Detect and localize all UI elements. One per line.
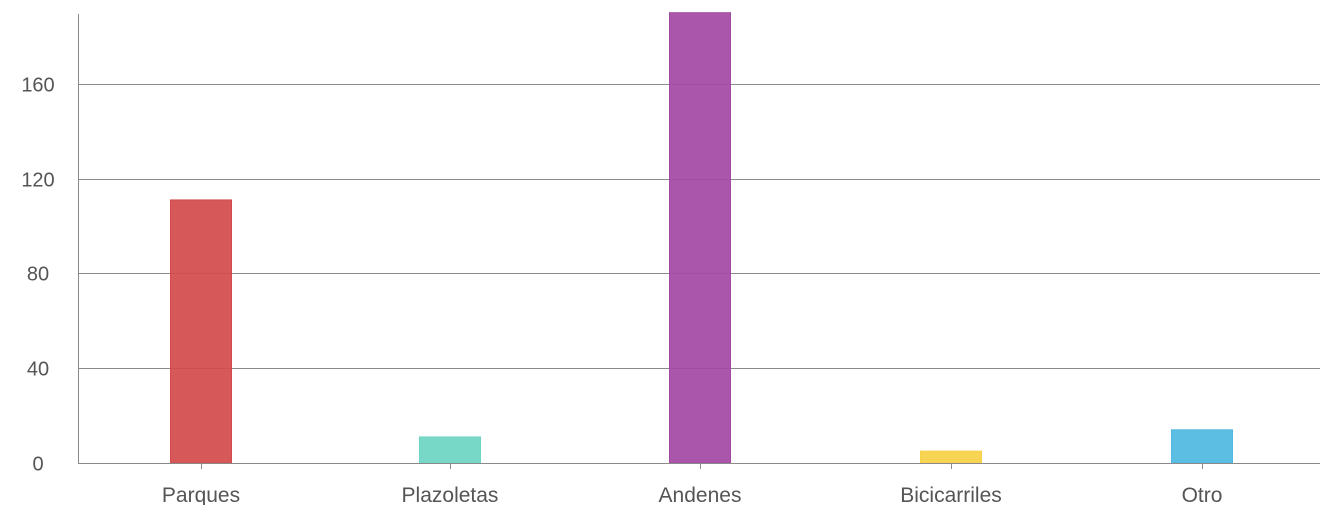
x-tick-label: Bicicarriles	[900, 484, 1002, 505]
bar-otro	[1171, 429, 1233, 464]
x-tick-label: Plazoletas	[402, 484, 499, 505]
bar-plazoletas	[419, 436, 481, 464]
y-tick-label: 80	[27, 264, 49, 286]
bar-andenes	[669, 12, 731, 464]
y-tick-label: 160	[21, 75, 54, 97]
bar-bicicarriles	[920, 450, 982, 464]
x-tick-label: Andenes	[659, 484, 742, 505]
axes	[78, 14, 1320, 469]
y-tick-label: 120	[21, 170, 54, 192]
y-tick-label: 40	[27, 359, 49, 381]
bar-parques	[170, 199, 232, 464]
y-tick-label: 0	[32, 454, 43, 476]
x-tick-label: Parques	[162, 484, 240, 505]
x-axis-tick-labels: Parques Plazoletas Andenes Bicicarriles Otro	[162, 484, 1223, 505]
bars	[170, 12, 1233, 464]
y-axis-tick-labels: 0 40 80 120 160	[21, 75, 54, 476]
x-tick-label: Otro	[1182, 484, 1223, 505]
